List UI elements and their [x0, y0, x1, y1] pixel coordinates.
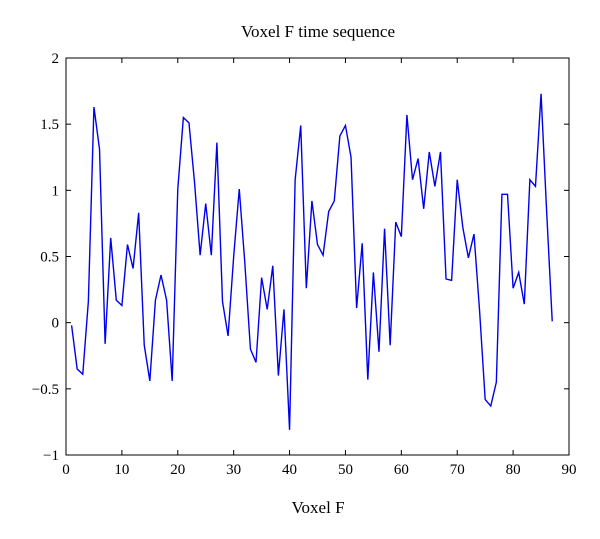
y-tick-label: 1: [52, 183, 60, 199]
x-tick-label: 70: [450, 462, 465, 478]
plot-area: 0 10 20 30 40 50 60 70 80 90 2 1.5 1 0.5 0 −0.5 −1: [32, 51, 577, 478]
x-tick-label: 80: [506, 462, 521, 478]
chart-title: Voxel F time sequence: [241, 22, 395, 41]
x-tick-label: 10: [114, 462, 129, 478]
x-tick-label: 50: [338, 462, 353, 478]
x-tick-label: 60: [394, 462, 409, 478]
x-tick-label: 20: [170, 462, 185, 478]
x-tick-label: 0: [62, 462, 70, 478]
y-tick-label: 2: [52, 51, 60, 67]
x-axis-label: Voxel F: [291, 498, 344, 517]
y-tick-label: −1: [43, 448, 59, 464]
x-tick-label: 90: [562, 462, 577, 478]
data-series-line: [70, 93, 553, 430]
x-tick-label: 30: [226, 462, 241, 478]
x-tick-label: 40: [282, 462, 297, 478]
y-tick-label: −0.5: [32, 382, 59, 398]
axis-ticks: 0 10 20 30 40 50 60 70 80 90 2 1.5 1 0.5 0 −0.5 −1: [32, 51, 577, 478]
y-tick-label: 1.5: [40, 117, 59, 133]
y-tick-label: 0: [52, 316, 60, 332]
y-tick-label: 0.5: [40, 250, 59, 266]
